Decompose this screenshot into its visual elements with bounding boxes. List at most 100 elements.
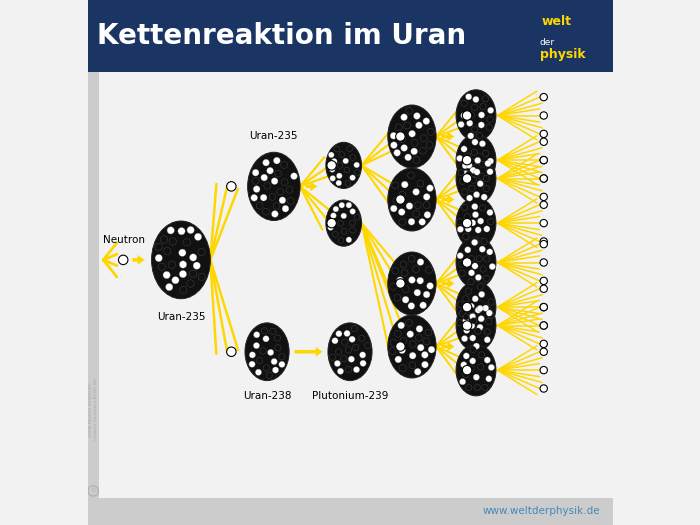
Circle shape	[410, 341, 416, 348]
Circle shape	[178, 249, 186, 256]
Circle shape	[482, 96, 489, 102]
Ellipse shape	[456, 300, 496, 351]
Circle shape	[411, 148, 418, 155]
Circle shape	[478, 316, 484, 322]
Circle shape	[155, 255, 162, 262]
Circle shape	[274, 335, 281, 341]
Circle shape	[487, 117, 494, 123]
Ellipse shape	[326, 142, 362, 188]
Circle shape	[470, 176, 477, 183]
Circle shape	[416, 277, 424, 284]
Circle shape	[483, 185, 489, 192]
Circle shape	[187, 226, 195, 234]
Circle shape	[464, 214, 470, 220]
Circle shape	[189, 270, 197, 278]
Circle shape	[466, 171, 472, 177]
Circle shape	[468, 365, 474, 372]
Circle shape	[540, 138, 547, 145]
Circle shape	[395, 330, 401, 337]
Circle shape	[261, 174, 267, 181]
Circle shape	[338, 237, 344, 243]
Circle shape	[472, 104, 478, 111]
Circle shape	[540, 322, 547, 329]
Circle shape	[472, 139, 478, 145]
Circle shape	[461, 188, 468, 195]
Circle shape	[540, 348, 547, 355]
Circle shape	[424, 193, 430, 200]
Circle shape	[465, 226, 471, 232]
Circle shape	[198, 248, 205, 256]
Circle shape	[478, 122, 484, 128]
Circle shape	[286, 186, 293, 193]
Circle shape	[486, 124, 492, 131]
Circle shape	[540, 240, 547, 248]
Circle shape	[466, 162, 473, 169]
Circle shape	[193, 262, 200, 269]
Circle shape	[399, 364, 406, 371]
Circle shape	[482, 305, 489, 311]
Circle shape	[266, 372, 272, 379]
Ellipse shape	[456, 281, 496, 333]
Circle shape	[399, 192, 406, 198]
Circle shape	[330, 175, 335, 181]
Circle shape	[540, 322, 547, 329]
Circle shape	[271, 178, 278, 185]
Ellipse shape	[388, 168, 436, 231]
Circle shape	[472, 296, 478, 302]
Circle shape	[345, 181, 351, 186]
Circle shape	[339, 202, 344, 208]
Circle shape	[475, 328, 481, 334]
Circle shape	[478, 112, 484, 118]
Circle shape	[402, 286, 409, 292]
Circle shape	[406, 107, 412, 114]
Circle shape	[398, 322, 405, 329]
Circle shape	[469, 185, 475, 192]
Circle shape	[262, 208, 270, 215]
Circle shape	[484, 256, 490, 262]
Circle shape	[463, 371, 469, 377]
Ellipse shape	[245, 323, 289, 381]
Circle shape	[360, 360, 366, 366]
Circle shape	[425, 329, 432, 336]
Circle shape	[275, 345, 281, 351]
Circle shape	[540, 201, 547, 208]
Ellipse shape	[248, 152, 300, 220]
Circle shape	[459, 178, 466, 184]
Circle shape	[342, 339, 348, 345]
Circle shape	[470, 177, 477, 183]
Circle shape	[354, 170, 360, 175]
Circle shape	[340, 355, 346, 362]
Circle shape	[163, 271, 170, 279]
Circle shape	[393, 197, 400, 204]
Circle shape	[488, 299, 494, 305]
Circle shape	[456, 218, 463, 225]
Circle shape	[346, 237, 352, 243]
Ellipse shape	[456, 197, 496, 249]
Circle shape	[404, 122, 410, 129]
Circle shape	[540, 175, 547, 182]
Circle shape	[481, 238, 487, 245]
Circle shape	[395, 124, 402, 131]
Circle shape	[462, 365, 472, 375]
Circle shape	[417, 259, 424, 266]
Circle shape	[473, 96, 479, 102]
Circle shape	[249, 361, 256, 368]
Circle shape	[466, 195, 473, 201]
Circle shape	[339, 152, 344, 158]
Circle shape	[468, 112, 475, 118]
Circle shape	[190, 254, 197, 261]
Circle shape	[426, 141, 433, 148]
Circle shape	[424, 212, 430, 218]
Circle shape	[402, 296, 409, 303]
Circle shape	[263, 335, 270, 342]
Circle shape	[390, 284, 397, 290]
Bar	[88, 0, 612, 72]
Circle shape	[468, 256, 475, 262]
Circle shape	[342, 228, 347, 234]
Circle shape	[334, 146, 340, 152]
Circle shape	[328, 152, 334, 158]
Circle shape	[461, 100, 468, 107]
Text: Uran-235: Uran-235	[250, 131, 298, 141]
Circle shape	[457, 253, 463, 259]
Ellipse shape	[326, 200, 362, 246]
